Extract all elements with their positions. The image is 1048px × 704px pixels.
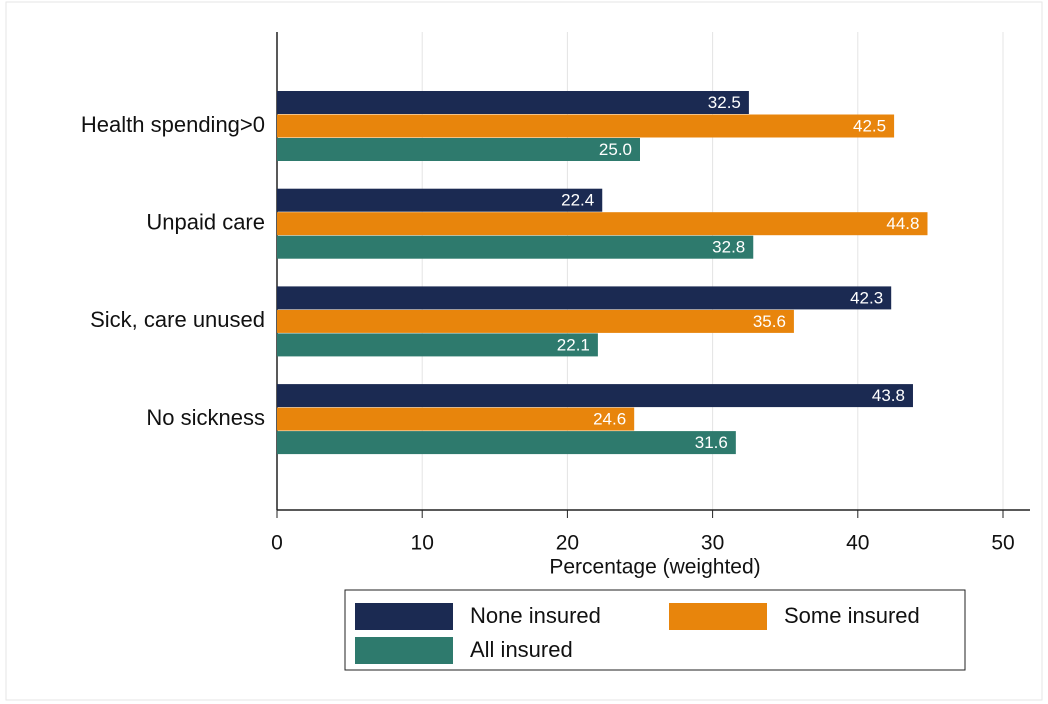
x-tick-label: 10 [411,532,434,555]
x-tick-label: 30 [701,532,724,555]
legend-swatch [669,603,767,630]
legend-label: Some insured [784,603,920,628]
bar [277,384,913,408]
value-label: 22.4 [561,191,594,210]
legend-swatch [355,603,453,630]
value-label: 24.6 [593,410,626,429]
legend-label: None insured [470,603,601,628]
y-tick-label: No sickness [146,405,265,430]
bar [277,286,892,310]
value-label: 32.5 [708,93,741,112]
value-label: 42.3 [850,288,883,307]
x-tick-label: 40 [846,532,869,555]
bar [277,407,635,431]
x-tick-label: 20 [556,532,579,555]
legend-label: All insured [470,637,573,662]
bar [277,138,640,161]
bar [277,333,598,357]
bar [277,91,749,114]
x-tick-label: 50 [991,532,1014,555]
value-label: 43.8 [872,386,905,405]
value-label: 32.8 [712,238,745,257]
bar [277,235,754,259]
bar [277,431,736,455]
value-label: 25.0 [599,140,632,159]
value-label: 42.5 [853,116,886,135]
x-axis-title: Percentage (weighted) [549,556,760,579]
value-label: 22.1 [557,335,590,354]
bar [277,212,928,236]
y-tick-label: Sick, care unused [90,307,265,332]
value-label: 35.6 [753,312,786,331]
y-tick-label: Unpaid care [146,210,265,235]
bar [277,309,794,333]
y-tick-label: Health spending>0 [81,112,265,137]
value-label: 31.6 [695,433,728,452]
legend-swatch [355,637,453,664]
x-tick-label: 0 [271,532,283,555]
bar [277,188,603,212]
value-label: 44.8 [886,214,919,233]
bar [277,114,895,138]
